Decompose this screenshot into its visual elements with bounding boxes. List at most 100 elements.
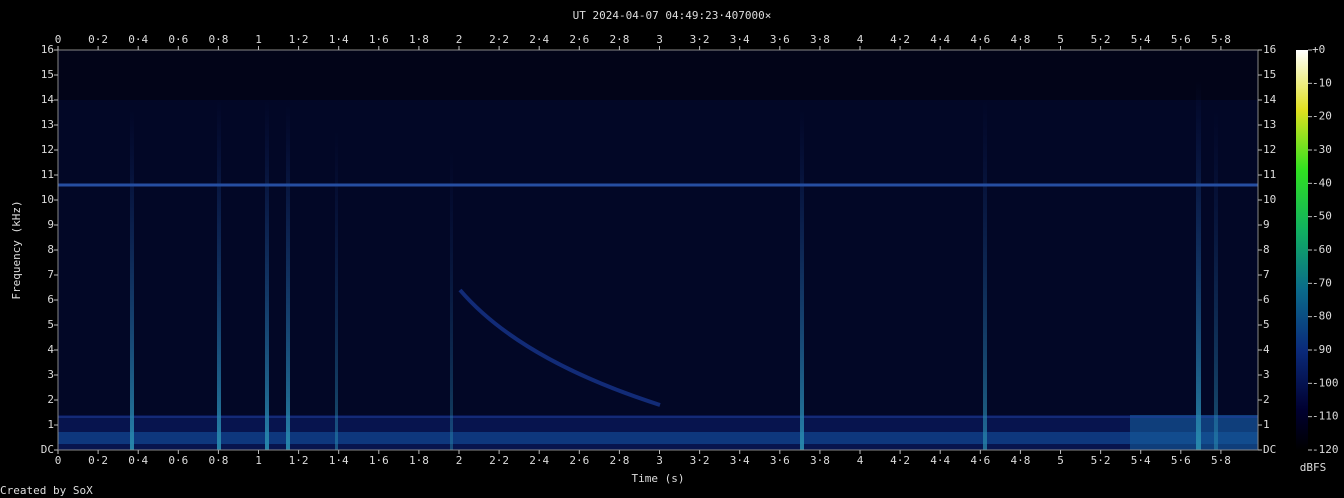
x-tick-label: 3·8 — [810, 33, 830, 46]
y-tick-label: 11 — [41, 168, 54, 181]
x-tick-label: 5·6 — [1171, 454, 1191, 467]
x-tick-label: 1·6 — [369, 33, 389, 46]
y-tick-label: 6 — [47, 293, 54, 306]
colorbar-tick-label: -120 — [1312, 443, 1339, 456]
x-tick-label: 4·8 — [1010, 33, 1030, 46]
y-tick-label: 15 — [1263, 68, 1276, 81]
x-tick-label: 3·4 — [730, 454, 750, 467]
y-tick-label: 13 — [1263, 118, 1276, 131]
y-tick-label: 8 — [1263, 243, 1270, 256]
x-tick-label: 3 — [656, 454, 663, 467]
x-tick-label: 1·4 — [329, 454, 349, 467]
x-tick-label: 2·8 — [609, 33, 629, 46]
x-tick-label: 3·2 — [690, 454, 710, 467]
x-tick-label: 1 — [255, 33, 262, 46]
x-tick-label: 5 — [1057, 454, 1064, 467]
colorbar-tick-label: -60 — [1312, 243, 1332, 256]
y-tick-label: 4 — [1263, 343, 1270, 356]
y-tick-label: 7 — [47, 268, 54, 281]
x-tick-label: 2 — [456, 454, 463, 467]
y-tick-label: 10 — [1263, 193, 1276, 206]
y-tick-label: 9 — [47, 218, 54, 231]
y-tick-label: 14 — [41, 93, 55, 106]
y-tick-label: 12 — [41, 143, 54, 156]
footer: Created by SoX — [0, 484, 93, 497]
x-tick-label: 5·8 — [1211, 454, 1231, 467]
y-tick-label: 8 — [47, 243, 54, 256]
chart-title: UT 2024-04-07 04:49:23·407000× — [573, 9, 772, 22]
colorbar-label: dBFS — [1300, 461, 1327, 474]
y-tick-label: 5 — [47, 318, 54, 331]
x-tick-label: 3 — [656, 33, 663, 46]
y-axis-label: Frequency (kHz) — [10, 200, 23, 299]
x-tick-label: 5 — [1057, 33, 1064, 46]
colorbar-tick-label: -90 — [1312, 343, 1332, 356]
y-tick-label: 1 — [47, 418, 54, 431]
colorbar-tick-label: +0 — [1312, 43, 1325, 56]
colorbar-tick-label: -40 — [1312, 176, 1332, 189]
x-tick-label: 3·2 — [690, 33, 710, 46]
x-tick-label: 2·2 — [489, 33, 509, 46]
spectrogram-image — [58, 50, 1258, 450]
x-tick-label: 5·8 — [1211, 33, 1231, 46]
x-tick-label: 3·6 — [770, 33, 790, 46]
y-tick-label: 11 — [1263, 168, 1276, 181]
y-tick-label: 3 — [1263, 368, 1270, 381]
y-tick-label: 16 — [1263, 43, 1276, 56]
y-tick-label: 14 — [1263, 93, 1277, 106]
y-tick-label: 1 — [1263, 418, 1270, 431]
x-tick-label: 4·4 — [930, 33, 950, 46]
y-tick-label: 15 — [41, 68, 54, 81]
x-tick-label: 5·6 — [1171, 33, 1191, 46]
x-tick-label: 1·6 — [369, 454, 389, 467]
colorbar-tick-label: -20 — [1312, 110, 1332, 123]
x-tick-label: 0·2 — [88, 454, 108, 467]
x-tick-label: 4 — [857, 454, 864, 467]
colorbar-tick-label: -10 — [1312, 76, 1332, 89]
y-tick-label: 2 — [1263, 393, 1270, 406]
x-tick-label: 4·6 — [970, 454, 990, 467]
x-tick-label: 0·2 — [88, 33, 108, 46]
y-tick-label: DC — [1263, 443, 1276, 456]
y-tick-label: 5 — [1263, 318, 1270, 331]
x-tick-label: 1·8 — [409, 33, 429, 46]
x-tick-label: 2·8 — [609, 454, 629, 467]
y-tick-label: 4 — [47, 343, 54, 356]
x-tick-label: 0 — [55, 454, 62, 467]
x-tick-label: 4·2 — [890, 33, 910, 46]
x-tick-label: 0·4 — [128, 33, 148, 46]
x-tick-label: 0·8 — [208, 454, 228, 467]
x-tick-label: 3·8 — [810, 454, 830, 467]
x-tick-label: 5·2 — [1091, 454, 1111, 467]
x-tick-label: 5·2 — [1091, 33, 1111, 46]
x-tick-label: 0·6 — [168, 33, 188, 46]
y-tick-label: 12 — [1263, 143, 1276, 156]
x-tick-label: 0·6 — [168, 454, 188, 467]
colorbar-tick-label: -100 — [1312, 376, 1339, 389]
colorbar-tick-label: -70 — [1312, 276, 1332, 289]
x-tick-label: 2·6 — [569, 33, 589, 46]
x-tick-label: 3·4 — [730, 33, 750, 46]
x-tick-label: 2·2 — [489, 454, 509, 467]
x-tick-label: 0·4 — [128, 454, 148, 467]
x-tick-label: 1·2 — [289, 454, 309, 467]
y-tick-label: 13 — [41, 118, 54, 131]
y-tick-label: 9 — [1263, 218, 1270, 231]
x-axis-label: Time (s) — [632, 472, 685, 485]
colorbar-tick-label: -50 — [1312, 210, 1332, 223]
x-tick-label: 4·6 — [970, 33, 990, 46]
x-tick-label: 5·4 — [1131, 33, 1151, 46]
x-tick-label: 2·6 — [569, 454, 589, 467]
x-tick-label: 1·4 — [329, 33, 349, 46]
y-tick-label: 7 — [1263, 268, 1270, 281]
x-tick-label: 2 — [456, 33, 463, 46]
y-tick-label: 16 — [41, 43, 54, 56]
colorbar-tick-label: -80 — [1312, 310, 1332, 323]
x-tick-label: 1 — [255, 454, 262, 467]
y-tick-label: 10 — [41, 193, 54, 206]
colorbar-tick-label: -30 — [1312, 143, 1332, 156]
x-tick-label: 2·4 — [529, 454, 549, 467]
y-tick-label: 2 — [47, 393, 54, 406]
y-tick-label: DC — [41, 443, 54, 456]
x-tick-label: 3·6 — [770, 454, 790, 467]
